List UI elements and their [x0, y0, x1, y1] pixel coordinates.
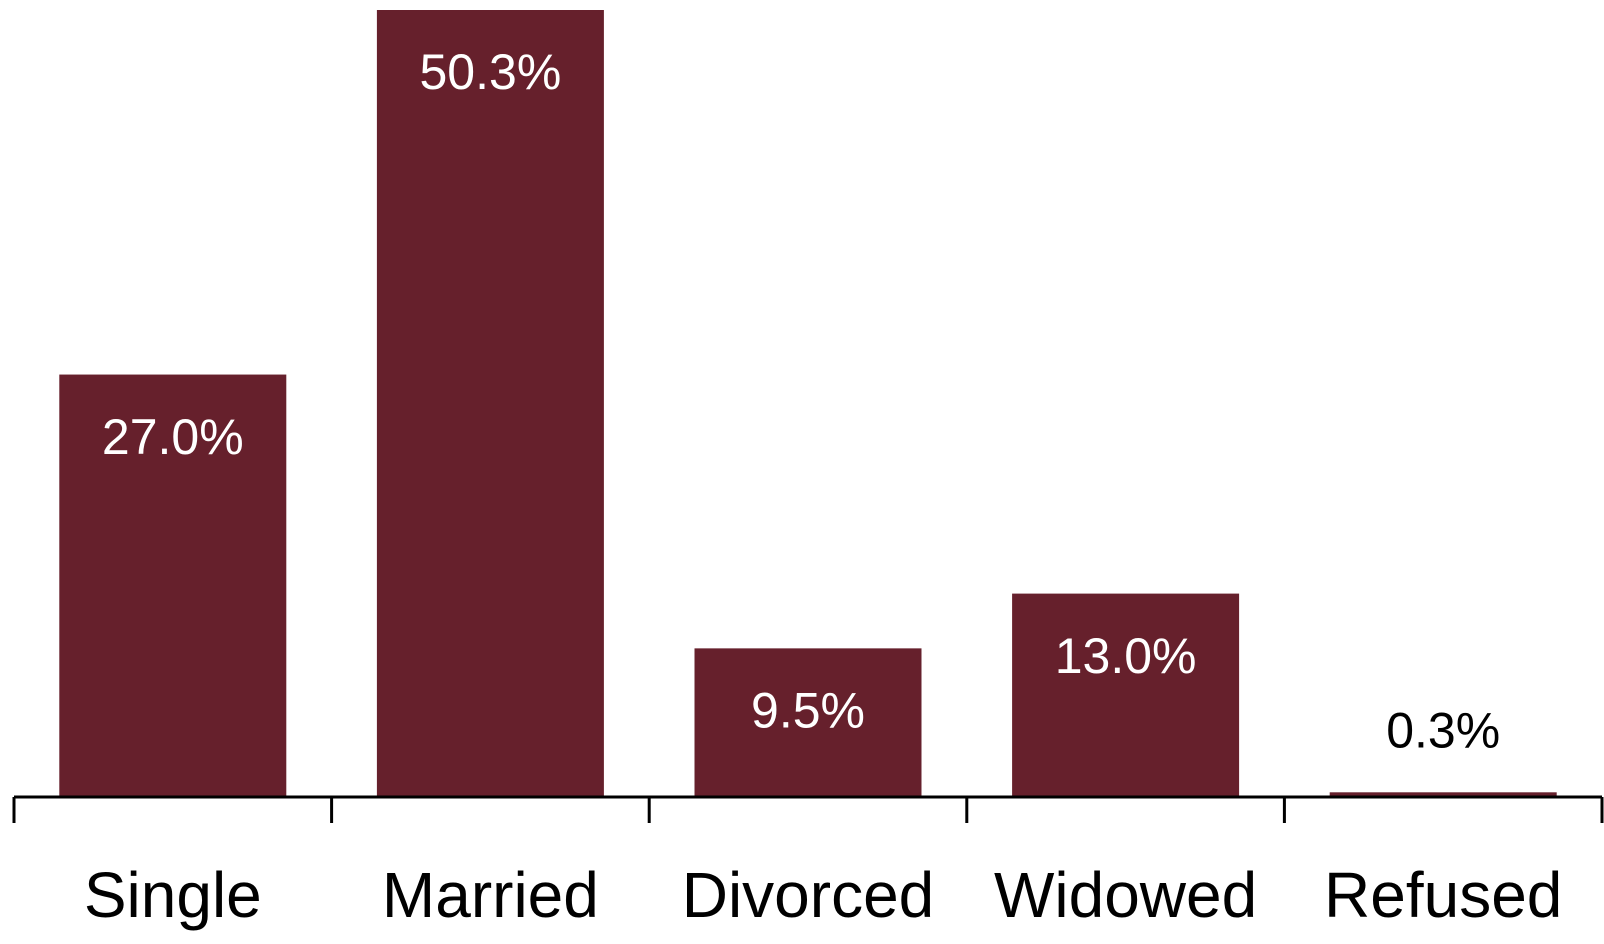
x-tick-label: Refused	[1324, 859, 1562, 931]
bar	[59, 374, 287, 796]
value-label: 50.3%	[420, 44, 562, 100]
value-label: 13.0%	[1055, 628, 1197, 684]
bar	[1012, 593, 1240, 796]
bar	[376, 10, 604, 796]
value-label: 27.0%	[102, 409, 244, 465]
x-tick-label: Married	[382, 859, 599, 931]
x-tick-label: Divorced	[682, 859, 935, 931]
x-tick-label: Single	[84, 859, 262, 931]
bar	[1329, 792, 1557, 796]
x-tick-label: Widowed	[994, 859, 1257, 931]
value-label: 0.3%	[1386, 703, 1500, 759]
bar	[694, 648, 922, 796]
value-label: 9.5%	[751, 683, 865, 739]
